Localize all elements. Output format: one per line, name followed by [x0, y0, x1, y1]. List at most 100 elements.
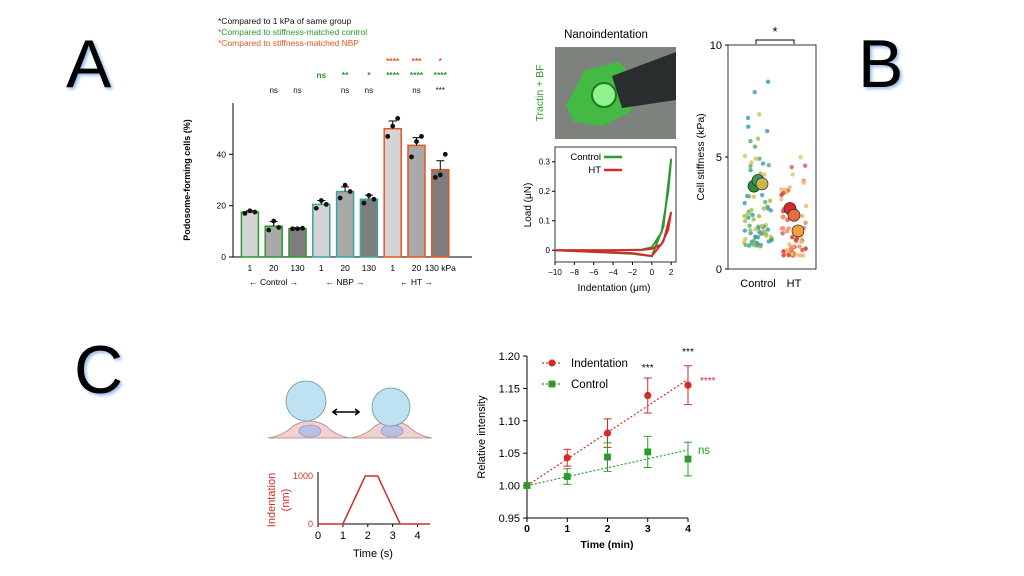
cell-measurement-point — [742, 153, 748, 159]
group-label: ← HT → — [400, 277, 433, 287]
x-tick-label: 130 — [290, 263, 304, 273]
cell-measurement-point — [787, 250, 792, 256]
cell-measurement-point — [800, 238, 805, 243]
x-tick-label: 1 — [390, 263, 395, 273]
panel-label-b: B — [858, 26, 904, 102]
panel-label-a: A — [66, 26, 112, 102]
cell-measurement-point — [795, 229, 800, 235]
cell-measurement-point — [742, 200, 747, 206]
cell-measurement-point — [758, 243, 763, 249]
cell-measurement-point — [798, 225, 803, 230]
x-tick-label: 130 — [362, 263, 376, 273]
legend-marker — [548, 359, 556, 367]
y-tick-label: 10 — [710, 40, 722, 52]
data-point — [295, 226, 300, 232]
cell-measurement-point — [786, 226, 791, 231]
x-tick-label: 4 — [685, 523, 691, 535]
cell-measurement-point — [790, 235, 795, 240]
data-point — [437, 172, 443, 178]
cell-measurement-point — [787, 251, 793, 257]
x-tick-label: 0 — [315, 530, 321, 542]
data-point — [318, 198, 324, 203]
nucleus-schematic — [298, 424, 322, 438]
cell-measurement-point — [763, 231, 769, 237]
cell-measurement-point — [780, 249, 786, 255]
cell-measurement-point — [749, 208, 754, 213]
x-tick-label: 1 — [564, 523, 570, 535]
cell-measurement-point — [741, 240, 747, 245]
cell-measurement-point — [768, 234, 773, 239]
transition-arrowheads — [331, 408, 361, 416]
data-point — [414, 139, 419, 144]
cell-measurement-point — [748, 167, 753, 173]
x-tick-label: 20 — [269, 263, 279, 273]
y-tick-label: 40 — [217, 149, 227, 159]
cell-measurement-point — [802, 247, 808, 252]
replicate-mean-point — [747, 179, 761, 193]
bar — [288, 228, 307, 258]
cell-measurement-point — [753, 227, 758, 232]
cell-measurement-point — [748, 138, 753, 144]
cell-measurement-point — [757, 112, 762, 117]
cell-measurement-point — [765, 204, 770, 209]
legend-note: *Compared to 1 kPa of same group — [218, 16, 352, 26]
bar — [335, 190, 355, 258]
cell-measurement-point — [791, 244, 796, 250]
cell-measurement-point — [757, 156, 762, 161]
cell-measurement-point — [765, 206, 771, 211]
data-point — [347, 189, 353, 194]
x-tick-label: 1 — [319, 263, 324, 273]
cell-measurement-point — [751, 194, 757, 199]
cell-measurement-point — [748, 230, 753, 236]
nucleus-schematic — [380, 424, 404, 438]
panel-label-c: C — [74, 332, 124, 408]
data-point — [395, 116, 401, 121]
scatter-frame — [727, 44, 817, 270]
cell-measurement-point — [793, 237, 799, 242]
cantilever — [612, 52, 676, 108]
y-tick-label: 1.00 — [499, 481, 520, 493]
cell-measurement-point — [747, 243, 752, 248]
data-point — [247, 208, 253, 214]
sig-label-black: ns — [365, 86, 373, 95]
cell-measurement-point — [757, 229, 762, 235]
sig-label-orange: * — [439, 56, 443, 66]
bar — [264, 225, 283, 258]
y-axis-label: Indentation — [266, 473, 278, 527]
cell-measurement-point — [749, 241, 755, 246]
bar — [312, 203, 331, 258]
group-label: ← Control → — [249, 277, 298, 287]
cell-measurement-point — [791, 251, 797, 257]
cell-measurement-point — [754, 240, 760, 246]
cell-measurement-point — [742, 228, 748, 233]
y-tick-label: 0 — [221, 252, 226, 262]
cell-measurement-point — [787, 249, 792, 255]
x-tick-label: 2 — [605, 523, 611, 535]
x-tick-label: −10 — [548, 268, 562, 277]
cell-measurement-point — [781, 253, 786, 258]
cell-measurement-point — [761, 228, 766, 234]
cell-measurement-point — [758, 242, 764, 248]
cell-measurement-point — [782, 187, 787, 192]
cell-measurement-point — [752, 144, 758, 149]
data-point-indentation — [563, 454, 571, 462]
sig-label-green: **** — [410, 70, 424, 80]
bead-schematic — [371, 387, 411, 427]
y-tick-label: 0 — [308, 519, 313, 529]
end-sig-label-indentation: **** — [700, 376, 716, 387]
cell-measurement-point — [782, 251, 787, 256]
nanoindentation-title: Nanoindentation — [564, 29, 648, 41]
x-tick-label: 0 — [650, 268, 655, 277]
cell-measurement-point — [781, 226, 786, 231]
cell-schematic — [349, 420, 433, 439]
cell-measurement-point — [768, 235, 774, 241]
load-curve-ht — [554, 211, 673, 258]
x-tick-label: 2 — [365, 530, 371, 542]
data-point — [385, 133, 391, 139]
cell-measurement-point — [745, 115, 751, 121]
data-point-indentation — [684, 381, 692, 389]
cell-measurement-point — [780, 214, 785, 220]
x-tick-label: 1 — [340, 530, 346, 542]
replicate-mean-point — [755, 177, 769, 191]
data-point — [313, 205, 319, 211]
